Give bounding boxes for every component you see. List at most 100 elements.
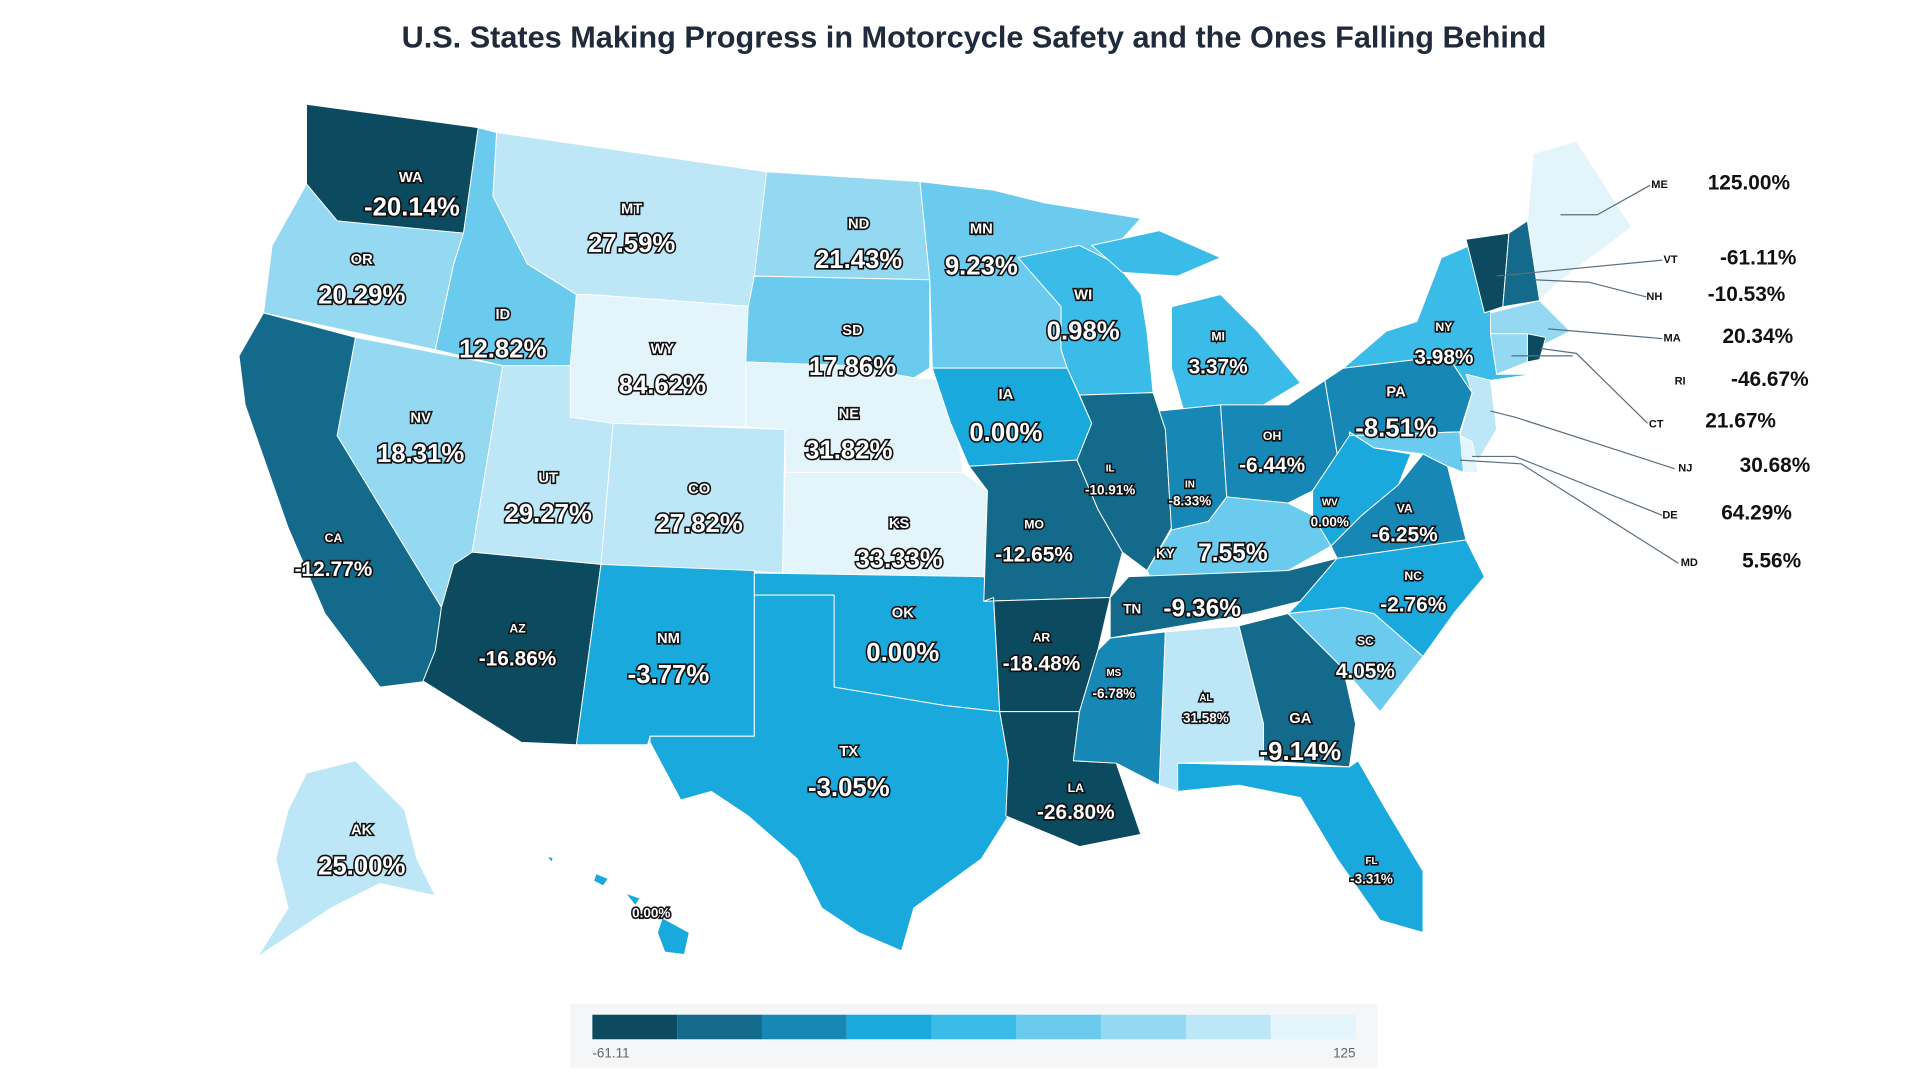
state-abbr: VT — [1664, 254, 1678, 266]
state-abbr: AR — [1033, 630, 1051, 644]
state-abbr: AK — [351, 823, 373, 839]
state-shape — [1348, 431, 1465, 473]
state-value: 0.00% — [969, 419, 1042, 447]
state-abbr: OR — [351, 252, 373, 268]
state-abbr: GA — [1289, 711, 1311, 727]
state-abbr: CT — [1649, 418, 1664, 430]
state-value: 5.56% — [1742, 549, 1801, 572]
state-abbr: OH — [1263, 429, 1282, 443]
state-abbr: KS — [889, 516, 910, 532]
state-value: 20.29% — [318, 282, 405, 310]
state-value: 25.00% — [318, 852, 405, 880]
state-value: 29.27% — [505, 500, 592, 528]
state-value: -3.05% — [808, 774, 890, 802]
state-shape — [1171, 293, 1301, 412]
state-value: 125.00% — [1708, 172, 1790, 195]
state-abbr: IN — [1185, 479, 1195, 490]
state-abbr: OK — [892, 605, 914, 621]
state-abbr: NC — [1404, 569, 1422, 583]
leader-line — [1540, 347, 1649, 424]
state-shape — [1526, 140, 1633, 302]
state-abbr: MD — [1681, 557, 1698, 569]
legend-swatch — [677, 1014, 762, 1040]
state-abbr: NH — [1646, 291, 1662, 303]
state-value: -3.31% — [1350, 871, 1393, 886]
state-abbr: TX — [839, 744, 858, 760]
state-value: 31.82% — [805, 436, 892, 464]
state-abbr: AL — [1199, 693, 1212, 704]
state-shape — [1177, 760, 1424, 934]
state-abbr: MI — [1211, 330, 1225, 344]
state-abbr: ND — [848, 216, 870, 232]
state-abbr: WI — [1074, 288, 1092, 304]
state-abbr: WV — [1322, 498, 1338, 509]
state-abbr: NE — [839, 407, 860, 423]
state-value: -12.65% — [995, 543, 1073, 566]
state-abbr: KY — [1156, 546, 1175, 561]
state-shape — [1526, 333, 1547, 363]
state-abbr: LA — [1068, 781, 1084, 795]
state-value: 0.98% — [1047, 317, 1120, 345]
leader-line — [1548, 328, 1663, 340]
labels: WA -20.14% OR 20.29% CA -12.77% NV 18.31% ID 12.8… — [293, 168, 1810, 922]
state-abbr: AZ — [509, 622, 526, 636]
state-abbr: ID — [495, 307, 510, 323]
states — [238, 103, 1633, 958]
state-value: 4.05% — [1336, 660, 1395, 683]
state-value: 18.31% — [377, 440, 464, 468]
state-value: 3.37% — [1189, 356, 1248, 379]
leader-line — [1496, 259, 1663, 277]
state-value: -12.77% — [295, 558, 373, 581]
state-shape — [1459, 373, 1498, 461]
state-abbr: VA — [1397, 501, 1413, 515]
state-shape — [256, 760, 436, 958]
state-shape — [1091, 230, 1222, 277]
leader-line — [1490, 410, 1675, 470]
leader-line — [1459, 459, 1679, 564]
state-value: 27.82% — [655, 510, 742, 538]
state-abbr: CA — [325, 531, 343, 545]
state-shape — [593, 873, 609, 887]
legend-swatch — [1270, 1014, 1356, 1040]
legend-swatch — [846, 1014, 932, 1040]
state-abbr: MT — [621, 202, 642, 218]
legend: -61.11 125 — [592, 1014, 1356, 1061]
state-shape — [546, 855, 554, 864]
state-value: 3.98% — [1414, 346, 1473, 369]
state-abbr: MN — [970, 221, 993, 237]
state-value: -26.80% — [1037, 801, 1115, 824]
state-value: 33.33% — [855, 546, 942, 574]
state-abbr: ME — [1651, 179, 1668, 191]
state-abbr: MA — [1664, 333, 1681, 345]
state-value: -46.67% — [1731, 368, 1809, 391]
state-value: 0.00% — [866, 639, 939, 667]
leader-line — [1560, 184, 1651, 216]
state-value: 21.67% — [1705, 410, 1776, 433]
state-abbr: SD — [842, 323, 863, 339]
chart-title: U.S. States Making Progress in Motorcycl… — [402, 20, 1547, 54]
state-shape — [1490, 300, 1571, 345]
state-abbr: RI — [1675, 376, 1686, 388]
state-value: 21.43% — [815, 246, 902, 274]
legend-swatch — [1101, 1014, 1186, 1040]
state-value: 0.00% — [1311, 514, 1349, 529]
state-abbr: WY — [650, 342, 674, 358]
state-value: 0.00% — [632, 906, 670, 921]
state-value: -6.78% — [1092, 686, 1135, 701]
legend-swatch — [592, 1014, 678, 1040]
state-abbr: DE — [1662, 509, 1677, 521]
legend-min-label: -61.11 — [592, 1046, 629, 1061]
state-shape — [1490, 333, 1528, 375]
legend-swatch — [1185, 1014, 1271, 1040]
legend-swatch — [761, 1014, 847, 1040]
state-value: -2.76% — [1380, 594, 1446, 617]
state-shape — [600, 422, 786, 574]
state-shape — [1072, 631, 1166, 786]
state-value: -18.48% — [1003, 653, 1081, 676]
state-shape — [649, 594, 1009, 952]
state-abbr: TN — [1123, 601, 1141, 616]
state-value: -16.86% — [479, 648, 557, 671]
state-value: 84.62% — [619, 371, 706, 399]
